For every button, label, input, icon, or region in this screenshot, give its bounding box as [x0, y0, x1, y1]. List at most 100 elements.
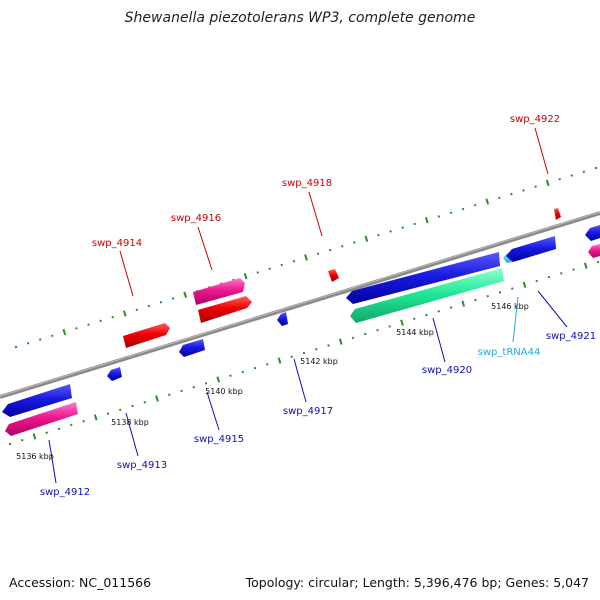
- minor-tick: [192, 385, 195, 389]
- minor-tick: [180, 389, 183, 393]
- leader-swp-4914: [119, 250, 134, 297]
- minor-tick: [377, 233, 380, 237]
- gene-swp-4915[interactable]: [179, 339, 205, 357]
- label-swp-4920: swp_4920: [422, 365, 472, 376]
- gene-swp-4918[interactable]: [328, 269, 339, 282]
- minor-tick: [315, 348, 318, 351]
- leader-swp-4922: [534, 127, 549, 175]
- gene-swp-4921[interactable]: [506, 236, 556, 262]
- major-tick: [216, 376, 221, 383]
- gene-swp-4916-red[interactable]: [198, 296, 252, 323]
- minor-tick: [474, 298, 477, 302]
- gene-swp-4913[interactable]: [107, 367, 122, 381]
- gene-swp-4920-blue[interactable]: [346, 252, 500, 304]
- minor-tick: [14, 345, 18, 349]
- major-tick: [400, 319, 404, 326]
- minor-tick: [558, 177, 561, 181]
- gene-swp-4917[interactable]: [277, 312, 288, 326]
- leader-swp-4912: [48, 439, 57, 484]
- label-swp-4921: swp_4921: [546, 331, 596, 342]
- leader-swp-4915: [206, 391, 220, 431]
- minor-tick: [75, 327, 78, 330]
- label-swp-4912: swp_4912: [40, 487, 90, 498]
- genome-backbone-highlight: [0, 211, 600, 397]
- minor-tick: [38, 338, 42, 341]
- minor-tick: [168, 393, 171, 396]
- leader-swp-tRNA44: [512, 296, 519, 343]
- minor-tick: [498, 291, 502, 294]
- minor-tick: [290, 355, 293, 358]
- gene-swp-4916-pink[interactable]: [193, 278, 245, 305]
- minor-tick: [449, 306, 453, 309]
- major-tick: [545, 179, 550, 187]
- leader-swp-4913: [125, 412, 139, 457]
- label-swp-4914: swp_4914: [92, 238, 142, 249]
- minor-tick: [535, 279, 538, 283]
- minor-tick: [51, 334, 54, 338]
- major-tick: [155, 395, 159, 402]
- minor-tick: [376, 328, 379, 332]
- axis-label-5138: 5138 kbp: [111, 418, 149, 427]
- minor-tick: [401, 226, 404, 229]
- major-tick: [243, 272, 248, 280]
- major-tick: [485, 198, 490, 205]
- minor-tick: [511, 287, 514, 290]
- leader-swp-4921: [537, 290, 568, 328]
- minor-tick: [388, 325, 391, 328]
- label-swp-4913: swp_4913: [117, 460, 167, 471]
- minor-tick: [8, 442, 12, 446]
- label-swp-4915: swp_4915: [194, 434, 244, 445]
- minor-tick: [570, 174, 574, 177]
- leader-swp-4916: [197, 226, 213, 271]
- label-swp-tRNA44: swp_tRNA44: [478, 347, 541, 358]
- minor-tick: [560, 272, 563, 275]
- gene-swp-4922[interactable]: [554, 208, 561, 220]
- minor-tick: [256, 271, 259, 274]
- axis-label-5140: 5140 kbp: [205, 387, 243, 396]
- major-tick: [122, 310, 127, 317]
- minor-tick: [99, 319, 102, 323]
- label-swp-4916: swp_4916: [171, 213, 221, 224]
- gene-partial-right-blue[interactable]: [585, 225, 600, 241]
- minor-tick: [131, 404, 134, 408]
- topology-summary: Topology: circular; Length: 5,396,476 bp…: [245, 575, 589, 590]
- tick-track-inner: [8, 260, 600, 446]
- minor-tick: [26, 341, 30, 345]
- minor-tick: [486, 294, 489, 298]
- minor-tick: [266, 363, 269, 366]
- minor-tick: [364, 332, 367, 336]
- minor-tick: [119, 408, 122, 412]
- minor-tick: [437, 215, 441, 218]
- major-tick: [364, 235, 369, 243]
- minor-tick: [268, 267, 271, 270]
- minor-tick: [82, 419, 85, 423]
- gene-swp-4920-green[interactable]: [350, 268, 504, 323]
- minor-tick: [328, 248, 332, 252]
- gene-swp-4912-blue[interactable]: [2, 384, 72, 417]
- minor-tick: [353, 241, 356, 244]
- major-tick: [32, 433, 37, 440]
- minor-tick: [351, 336, 355, 340]
- minor-tick: [45, 431, 48, 434]
- leader-swp-4920: [432, 317, 446, 363]
- label-swp-4918: swp_4918: [282, 178, 332, 189]
- minor-tick: [437, 310, 440, 313]
- leader-swp-4918: [308, 191, 323, 237]
- map-title: Shewanella piezotolerans WP3, complete g…: [124, 10, 476, 26]
- gene-partial-right-pink[interactable]: [588, 244, 600, 258]
- minor-tick: [106, 412, 110, 415]
- minor-tick: [253, 366, 257, 370]
- axis-label-5136: 5136 kbp: [16, 452, 54, 461]
- minor-tick: [143, 401, 146, 404]
- gene-swp-4914[interactable]: [123, 323, 170, 348]
- minor-tick: [572, 268, 575, 271]
- minor-tick: [341, 245, 344, 248]
- minor-tick: [547, 275, 551, 279]
- minor-tick: [594, 166, 598, 170]
- minor-tick: [413, 222, 416, 226]
- minor-tick: [596, 260, 600, 264]
- axis-label-5146: 5146 kbp: [491, 302, 529, 311]
- tick-track-outer: [14, 166, 598, 349]
- gene-swp-4912-pink[interactable]: [5, 402, 78, 436]
